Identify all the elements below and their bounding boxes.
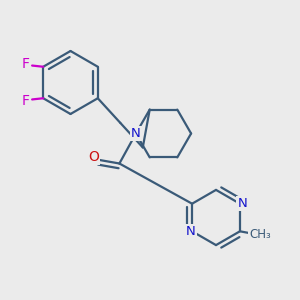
Text: N: N [131,127,141,140]
Text: O: O [88,150,99,164]
Text: CH₃: CH₃ [249,228,271,242]
Text: F: F [22,57,30,71]
Text: F: F [22,94,30,108]
Text: N: N [237,197,247,210]
Text: N: N [186,225,196,238]
